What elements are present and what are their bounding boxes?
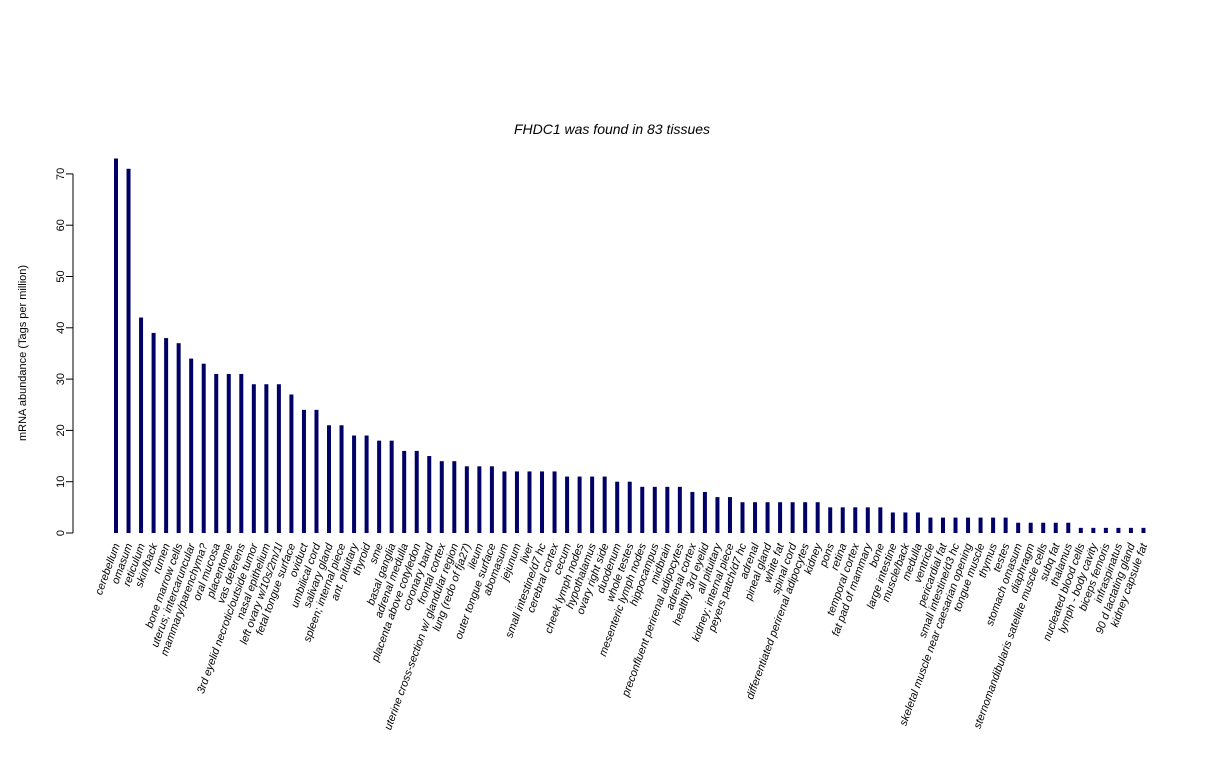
y-tick-label: 50 [55, 270, 67, 282]
bar [778, 502, 783, 533]
bar [502, 471, 507, 533]
bar [702, 491, 707, 533]
bar [339, 425, 344, 533]
bar [452, 461, 457, 533]
bar [552, 471, 557, 533]
bar [114, 158, 118, 533]
bar [828, 507, 833, 533]
bar [327, 425, 332, 533]
y-tick-label: 30 [55, 373, 67, 385]
bar [1066, 522, 1071, 533]
bar [677, 486, 682, 533]
bar [164, 338, 169, 533]
bar [765, 502, 770, 533]
bar [477, 466, 482, 533]
bar [627, 481, 632, 533]
bar [1128, 527, 1133, 533]
bar [1053, 522, 1058, 533]
bar [377, 440, 382, 533]
bar [915, 512, 920, 533]
bar [978, 517, 983, 533]
bar [615, 481, 620, 533]
bar [276, 384, 281, 533]
bar [1041, 522, 1046, 533]
bar [577, 476, 582, 533]
bar [352, 435, 357, 533]
bar [652, 486, 657, 533]
bar [427, 456, 432, 533]
bar [790, 502, 795, 533]
y-tick-label: 0 [55, 530, 67, 536]
bar [602, 476, 607, 533]
bar [301, 409, 306, 533]
bar [715, 497, 720, 533]
bar [251, 384, 256, 533]
bar [1028, 522, 1033, 533]
bar [953, 517, 958, 533]
bar [815, 502, 820, 533]
bar [940, 517, 945, 533]
bar [489, 466, 494, 533]
bar [540, 471, 545, 533]
bar [727, 497, 732, 533]
bar [514, 471, 519, 533]
bar [890, 512, 895, 533]
bar [414, 450, 419, 533]
bar [753, 502, 758, 533]
bar [1003, 517, 1008, 533]
bar [126, 168, 131, 533]
bar [690, 491, 695, 533]
bar [565, 476, 570, 533]
y-tick-label: 20 [55, 424, 67, 436]
y-tick-label: 40 [55, 322, 67, 334]
bar [803, 502, 808, 533]
bar [389, 440, 394, 533]
bar [189, 358, 194, 533]
bar [527, 471, 532, 533]
bar [264, 384, 269, 533]
bar [1016, 522, 1021, 533]
bar [903, 512, 908, 533]
bar [402, 450, 407, 533]
bar [966, 517, 971, 533]
bar [740, 502, 745, 533]
bar [314, 409, 319, 533]
bar [464, 466, 469, 533]
bar [640, 486, 645, 533]
bar [364, 435, 369, 533]
bar [1091, 527, 1096, 533]
bar [1141, 527, 1146, 533]
bar [665, 486, 670, 533]
y-tick-label: 70 [55, 168, 67, 180]
bar [1116, 527, 1121, 533]
bar [590, 476, 595, 533]
bar [151, 332, 156, 533]
chart-title: FHDC1 was found in 83 tissues [513, 121, 711, 137]
y-tick-label: 10 [55, 476, 67, 488]
bar [928, 517, 933, 533]
bar [289, 394, 294, 533]
bar [214, 373, 219, 533]
bar [226, 373, 231, 533]
bar [853, 507, 858, 533]
bar [991, 517, 996, 533]
bar [139, 317, 144, 533]
bar [1078, 527, 1083, 533]
bar [878, 507, 883, 533]
bar [1103, 527, 1108, 533]
y-tick-label: 60 [55, 219, 67, 231]
bar [239, 373, 244, 533]
bar [201, 363, 206, 533]
bar [439, 461, 444, 533]
bar [840, 507, 845, 533]
bar [176, 343, 181, 533]
bar [865, 507, 870, 533]
